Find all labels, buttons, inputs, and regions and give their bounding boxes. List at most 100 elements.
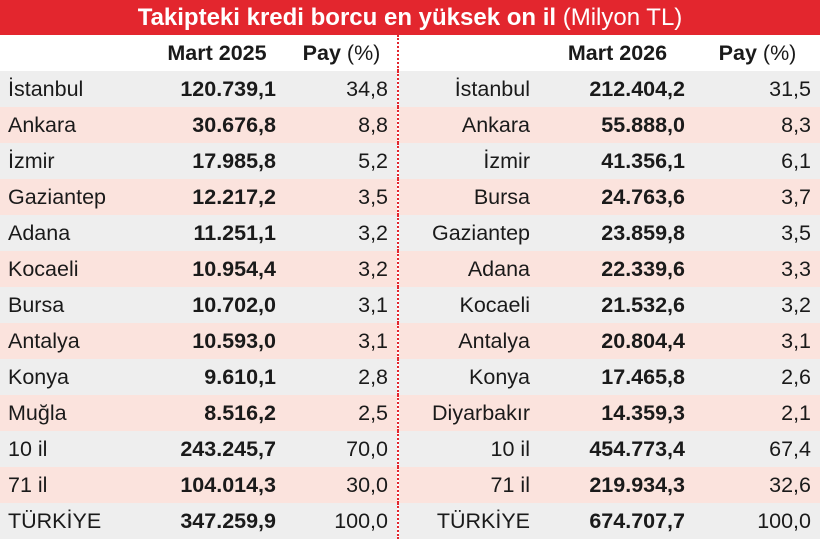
table-row: Kocaeli 10.954,4 3,2 Adana 22.339,6 3,3 xyxy=(0,251,820,287)
debt-value-right: 24.763,6 xyxy=(540,179,695,215)
header-province-right xyxy=(398,35,540,71)
debt-value-left: 10.954,4 xyxy=(148,251,286,287)
debt-value-left: 9.610,1 xyxy=(148,359,286,395)
table-title: Takipteki kredi borcu en yüksek on il (M… xyxy=(0,0,820,35)
province-name-right: Antalya xyxy=(398,323,540,359)
debt-value-right: 212.404,2 xyxy=(540,71,695,107)
table-row: Ankara 30.676,8 8,8 Ankara 55.888,0 8,3 xyxy=(0,107,820,143)
province-name-left: İstanbul xyxy=(0,71,148,107)
table-row: Konya 9.610,1 2,8 Konya 17.465,8 2,6 xyxy=(0,359,820,395)
debt-value-left: 243.245,7 xyxy=(148,431,286,467)
debt-value-right: 55.888,0 xyxy=(540,107,695,143)
table-row: 71 il 104.014,3 30,0 71 il 219.934,3 32,6 xyxy=(0,467,820,503)
province-name-right: Ankara xyxy=(398,107,540,143)
province-name-left: 10 il xyxy=(0,431,148,467)
province-name-right: Kocaeli xyxy=(398,287,540,323)
province-name-right: 10 il xyxy=(398,431,540,467)
share-percent-left: 3,2 xyxy=(286,215,399,251)
province-name-right: TÜRKİYE xyxy=(398,503,540,539)
share-percent-left: 8,8 xyxy=(286,107,399,143)
province-name-left: Muğla xyxy=(0,395,148,431)
debt-value-right: 41.356,1 xyxy=(540,143,695,179)
debt-value-right: 454.773,4 xyxy=(540,431,695,467)
share-percent-right: 3,1 xyxy=(695,323,820,359)
share-percent-right: 31,5 xyxy=(695,71,820,107)
share-percent-right: 3,3 xyxy=(695,251,820,287)
pay-unit-left: (%) xyxy=(346,41,381,65)
debt-value-left: 10.593,0 xyxy=(148,323,286,359)
share-percent-right: 8,3 xyxy=(695,107,820,143)
province-name-right: Konya xyxy=(398,359,540,395)
title-unit: (Milyon TL) xyxy=(562,4,683,31)
debt-value-left: 347.259,9 xyxy=(148,503,286,539)
share-percent-left: 34,8 xyxy=(286,71,399,107)
province-name-right: 71 il xyxy=(398,467,540,503)
debt-value-right: 17.465,8 xyxy=(540,359,695,395)
province-name-left: Ankara xyxy=(0,107,148,143)
debt-value-right: 20.804,4 xyxy=(540,323,695,359)
table-row: İstanbul 120.739,1 34,8 İstanbul 212.404,2 31… xyxy=(0,71,820,107)
share-percent-right: 100,0 xyxy=(695,503,820,539)
province-name-left: Bursa xyxy=(0,287,148,323)
share-percent-right: 2,6 xyxy=(695,359,820,395)
share-percent-left: 3,1 xyxy=(286,287,399,323)
share-percent-left: 3,2 xyxy=(286,251,399,287)
debt-value-left: 8.516,2 xyxy=(148,395,286,431)
header-period-left: Mart 2025 xyxy=(148,35,286,71)
share-percent-left: 5,2 xyxy=(286,143,399,179)
province-name-right: Bursa xyxy=(398,179,540,215)
header-pay-left: Pay (%) xyxy=(286,35,399,71)
province-name-left: TÜRKİYE xyxy=(0,503,148,539)
province-name-right: Diyarbakır xyxy=(398,395,540,431)
table-row: Antalya 10.593,0 3,1 Antalya 20.804,4 3,1 xyxy=(0,323,820,359)
table-row: Muğla 8.516,2 2,5 Diyarbakır 14.359,3 2,1 xyxy=(0,395,820,431)
debt-value-right: 14.359,3 xyxy=(540,395,695,431)
debt-value-right: 21.532,6 xyxy=(540,287,695,323)
province-name-left: Adana xyxy=(0,215,148,251)
table-row: TÜRKİYE 347.259,9 100,0 TÜRKİYE 674.707,7 100… xyxy=(0,503,820,539)
table-body: İstanbul 120.739,1 34,8 İstanbul 212.404,2 31… xyxy=(0,71,820,539)
share-percent-right: 3,5 xyxy=(695,215,820,251)
header-period-right: Mart 2026 xyxy=(540,35,695,71)
debt-value-right: 23.859,8 xyxy=(540,215,695,251)
debt-value-left: 17.985,8 xyxy=(148,143,286,179)
debt-value-left: 10.702,0 xyxy=(148,287,286,323)
share-percent-right: 3,7 xyxy=(695,179,820,215)
debt-value-left: 104.014,3 xyxy=(148,467,286,503)
province-name-left: Konya xyxy=(0,359,148,395)
share-percent-left: 30,0 xyxy=(286,467,399,503)
province-name-right: İzmir xyxy=(398,143,540,179)
debt-value-right: 22.339,6 xyxy=(540,251,695,287)
pay-unit-right: (%) xyxy=(762,41,797,65)
header-row: Mart 2025 Pay (%) Mart 2026 Pay (%) xyxy=(0,35,820,71)
province-name-left: Antalya xyxy=(0,323,148,359)
pay-label-left: Pay xyxy=(302,41,341,65)
pay-label-right: Pay xyxy=(718,41,757,65)
debt-value-left: 120.739,1 xyxy=(148,71,286,107)
debt-value-right: 674.707,7 xyxy=(540,503,695,539)
credit-debt-table: Mart 2025 Pay (%) Mart 2026 Pay (%) İsta… xyxy=(0,35,820,539)
province-name-left: 71 il xyxy=(0,467,148,503)
province-name-right: Gaziantep xyxy=(398,215,540,251)
table-row: İzmir 17.985,8 5,2 İzmir 41.356,1 6,1 xyxy=(0,143,820,179)
debt-value-left: 12.217,2 xyxy=(148,179,286,215)
province-name-left: Gaziantep xyxy=(0,179,148,215)
share-percent-left: 70,0 xyxy=(286,431,399,467)
table-row: Bursa 10.702,0 3,1 Kocaeli 21.532,6 3,2 xyxy=(0,287,820,323)
title-main: Takipteki kredi borcu en yüksek on il xyxy=(137,4,557,31)
table-row: 10 il 243.245,7 70,0 10 il 454.773,4 67,4 xyxy=(0,431,820,467)
header-province-left xyxy=(0,35,148,71)
debt-value-left: 30.676,8 xyxy=(148,107,286,143)
table-row: Gaziantep 12.217,2 3,5 Bursa 24.763,6 3,7 xyxy=(0,179,820,215)
province-name-right: Adana xyxy=(398,251,540,287)
share-percent-left: 100,0 xyxy=(286,503,399,539)
share-percent-right: 2,1 xyxy=(695,395,820,431)
share-percent-left: 3,1 xyxy=(286,323,399,359)
share-percent-right: 32,6 xyxy=(695,467,820,503)
share-percent-left: 2,8 xyxy=(286,359,399,395)
share-percent-right: 67,4 xyxy=(695,431,820,467)
share-percent-right: 3,2 xyxy=(695,287,820,323)
header-pay-right: Pay (%) xyxy=(695,35,820,71)
debt-value-left: 11.251,1 xyxy=(148,215,286,251)
province-name-left: Kocaeli xyxy=(0,251,148,287)
